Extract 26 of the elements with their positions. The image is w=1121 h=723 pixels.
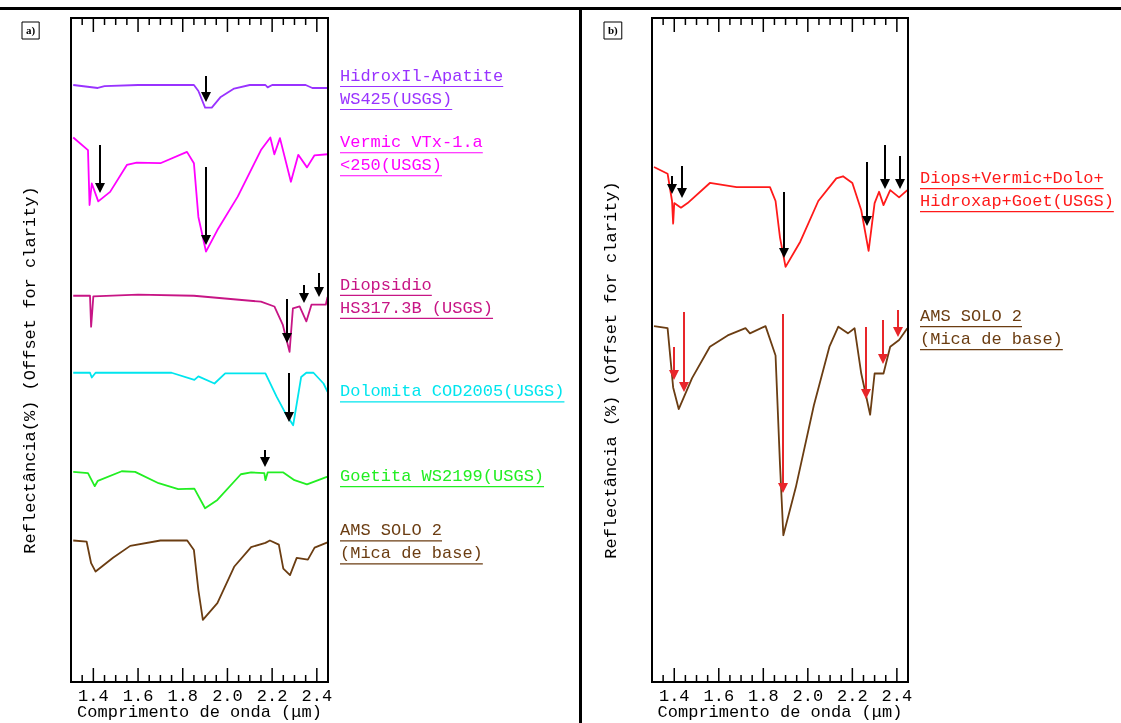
x-tick-label: 2.0: [792, 686, 824, 706]
x-tick-label: 1.6: [703, 686, 735, 706]
y-axis-title: Reflectância (%) (Offset for clarity): [601, 181, 621, 559]
x-tick-label: 2.2: [256, 686, 288, 706]
x-tick-label: 1.4: [78, 686, 109, 706]
series-label: AMS SOLO 2 (Mica de base): [340, 521, 483, 564]
chart-title: a): [26, 23, 36, 37]
x-tick-label: 2.4: [881, 686, 913, 706]
chart-title: b): [608, 23, 619, 37]
series-label: Diopsidio HS317.3B (USGS): [340, 275, 494, 318]
x-tick-label: 1.8: [748, 686, 779, 706]
x-tick-label: 1.8: [167, 686, 199, 706]
series-label: Dolomita COD2005(USGS): [340, 382, 565, 402]
series-label: Goetita WS2199(USGS): [340, 467, 545, 487]
series-label: AMS SOLO 2 (Mica de base): [920, 307, 1063, 350]
x-tick-label: 1.6: [122, 686, 154, 706]
series-label: HidroxIl-Apatite WS425(USGS): [340, 66, 504, 109]
x-axis-title: Comprimento de onda (μm): [657, 703, 903, 723]
x-axis-title: Comprimento de onda (μm): [77, 703, 322, 723]
x-tick-label: 1.4: [658, 686, 690, 706]
y-axis-title: Reflectância(%) (Offset for clarity): [20, 186, 40, 554]
series-label: Diops+Vermic+Dolo+ Hidroxap+Goet(USGS): [920, 169, 1114, 212]
x-tick-label: 2.2: [837, 686, 868, 706]
series-label: Vermic VTx-1.a <250(USGS): [340, 133, 483, 176]
x-tick-label: 2.0: [212, 686, 243, 706]
x-tick-label: 2.4: [301, 686, 333, 706]
